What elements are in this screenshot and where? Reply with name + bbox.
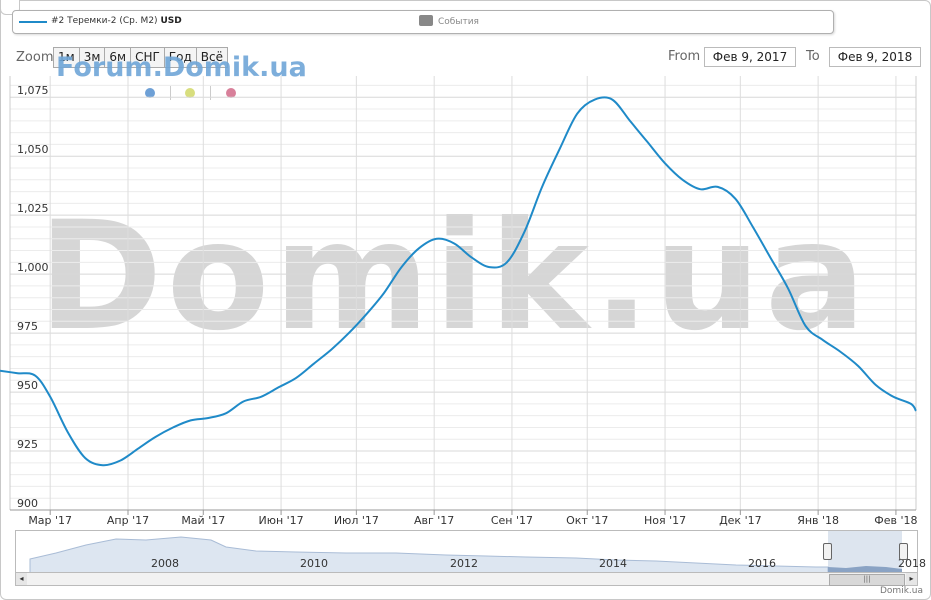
grid-lines bbox=[9, 76, 917, 511]
x-tick-label: Окт '17 bbox=[566, 514, 608, 527]
events-swatch bbox=[419, 15, 433, 26]
y-tick-label: 1,000 bbox=[17, 261, 49, 274]
blue-dot-icon[interactable] bbox=[145, 88, 155, 98]
x-tick-label: Дек '17 bbox=[719, 514, 762, 527]
legend: #2 Теремки-2 (Ср. М2) USD События bbox=[12, 10, 834, 34]
series-label: #2 Теремки-2 (Ср. М2) bbox=[51, 16, 158, 26]
yellow-dot-icon[interactable] bbox=[185, 88, 195, 98]
series-currency: USD bbox=[160, 16, 182, 26]
credit-text[interactable]: Domik.ua bbox=[880, 586, 923, 596]
x-tick-label: Май '17 bbox=[181, 514, 225, 527]
pink-dot-icon[interactable] bbox=[226, 88, 236, 98]
legend-series-item[interactable]: #2 Теремки-2 (Ср. М2) USD bbox=[51, 16, 182, 26]
forum-watermark: Forum.Domik.ua bbox=[56, 52, 307, 83]
navigator-scrollbar[interactable]: ◂ ||| ▸ bbox=[15, 572, 918, 586]
navigator-area-chart bbox=[29, 531, 902, 574]
y-tick-label: 1,075 bbox=[17, 84, 49, 97]
zoom-buttons: 1м 3м 6м СНГ Год Всё bbox=[53, 47, 228, 68]
x-tick-label: Июн '17 bbox=[258, 514, 303, 527]
x-tick-label: Авг '17 bbox=[414, 514, 454, 527]
from-label: From bbox=[668, 49, 701, 64]
navigator[interactable]: 2008 2010 2012 2014 2016 2018 bbox=[15, 530, 926, 574]
navigator-year-label: 2014 bbox=[599, 557, 627, 570]
x-tick-label: Ноя '17 bbox=[644, 514, 686, 527]
scrollbar-thumb[interactable]: ||| bbox=[829, 574, 905, 586]
scroll-right-arrow-icon[interactable]: ▸ bbox=[906, 573, 917, 585]
x-axis: Мар '17 Апр '17 Май '17 Июн '17 Июл '17 Авг '… bbox=[10, 509, 918, 527]
y-tick-label: 925 bbox=[17, 438, 38, 451]
scroll-left-arrow-icon[interactable]: ◂ bbox=[16, 573, 27, 585]
from-date-input[interactable]: Фев 9, 2017 bbox=[704, 47, 796, 67]
zoom-label: Zoom bbox=[16, 50, 54, 65]
series-line-swatch bbox=[19, 21, 47, 23]
zoom-3m-button[interactable]: 3м bbox=[78, 47, 106, 68]
navigator-left-handle[interactable] bbox=[823, 543, 832, 560]
x-tick-label: Апр '17 bbox=[107, 514, 149, 527]
zoom-all-button[interactable]: Всё bbox=[195, 47, 228, 68]
dot-separator bbox=[210, 86, 211, 100]
navigator-year-label: 2008 bbox=[151, 557, 179, 570]
y-tick-label: 975 bbox=[17, 320, 38, 333]
navigator-year-label: 2012 bbox=[450, 557, 478, 570]
navigator-year-label: 2016 bbox=[748, 557, 776, 570]
x-tick-label: Июл '17 bbox=[334, 514, 379, 527]
y-tick-label: 950 bbox=[17, 379, 38, 392]
y-tick-label: 900 bbox=[17, 497, 38, 510]
x-tick-label: Мар '17 bbox=[28, 514, 72, 527]
x-tick-label: Фев '18 bbox=[874, 514, 917, 527]
navigator-right-handle[interactable] bbox=[899, 543, 908, 560]
series-line bbox=[0, 96, 917, 467]
y-tick-label: 1,050 bbox=[17, 143, 49, 156]
x-tick-label: Сен '17 bbox=[491, 514, 533, 527]
dot-separator bbox=[170, 86, 171, 100]
domik-watermark: Domik.ua bbox=[38, 190, 871, 364]
navigator-year-label: 2018 bbox=[898, 557, 926, 570]
x-tick-label: Янв '18 bbox=[797, 514, 839, 527]
to-date-input[interactable]: Фев 9, 2018 bbox=[829, 47, 921, 67]
legend-events-item[interactable]: События bbox=[438, 17, 479, 27]
navigator-year-label: 2010 bbox=[300, 557, 328, 570]
y-tick-label: 1,025 bbox=[17, 202, 49, 215]
y-axis: 900 925 950 975 1,000 1,025 1,050 1,075 bbox=[17, 84, 49, 510]
to-label: To bbox=[806, 49, 820, 64]
zoom-ytd-button[interactable]: СНГ bbox=[130, 47, 165, 68]
